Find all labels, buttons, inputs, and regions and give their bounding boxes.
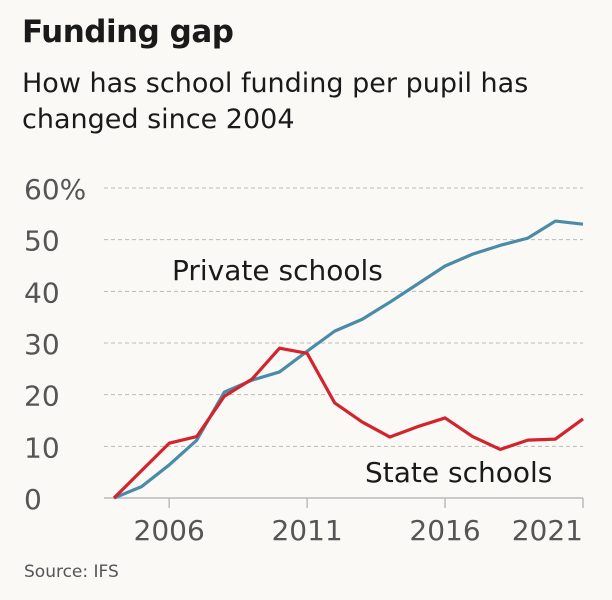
x-tick-label: 2021 <box>512 514 583 547</box>
source-note: Source: IFS <box>24 562 119 582</box>
y-tick-label: 10 <box>24 431 60 464</box>
series-label-private: Private schools <box>172 254 383 287</box>
x-tick-label: 2016 <box>409 514 480 547</box>
y-tick-label: 40 <box>24 276 60 309</box>
y-tick-label: 30 <box>24 328 60 361</box>
series-label-state: State schools <box>365 456 552 489</box>
series-line-private <box>113 219 584 500</box>
x-tick-label: 2011 <box>271 514 342 547</box>
y-tick-label: 50 <box>24 225 60 258</box>
y-tick-label: 60% <box>24 173 86 206</box>
y-tick-label: 0 <box>24 483 42 516</box>
series-line-state <box>112 346 584 500</box>
y-tick-label: 20 <box>24 380 60 413</box>
x-tick-label: 2006 <box>134 514 205 547</box>
chart-subtitle: How has school funding per pupil has cha… <box>22 68 529 135</box>
chart-title: Funding gap <box>22 14 234 50</box>
